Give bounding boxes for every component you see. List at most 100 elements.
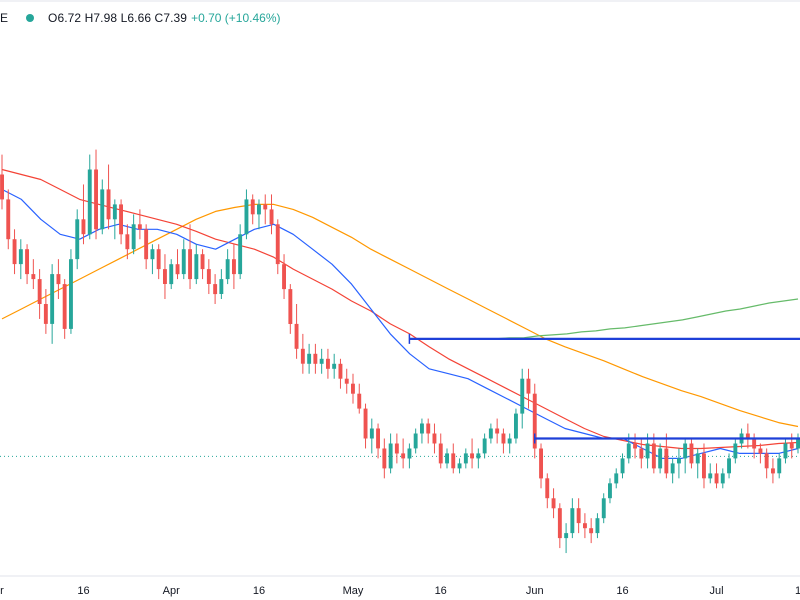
candle-body — [37, 279, 42, 304]
candle-body — [0, 174, 5, 200]
candle-body — [789, 443, 794, 449]
candle-body — [470, 453, 474, 459]
candle-body — [232, 259, 236, 275]
candle-body — [683, 443, 688, 459]
candle-body — [338, 363, 343, 379]
candle-body — [363, 408, 368, 439]
candle-body — [144, 229, 149, 260]
candle-body — [288, 289, 293, 324]
candle-body — [75, 219, 80, 260]
price-change: +0.70 (+10.46%) — [191, 11, 281, 25]
candle-body — [557, 508, 562, 539]
ohlc-values: O6.72 H7.98 L6.66 C7.39 — [48, 11, 188, 25]
candle-body — [300, 348, 305, 364]
candle-body — [326, 358, 330, 369]
candle-body — [238, 234, 243, 275]
candle-body — [119, 204, 123, 235]
candle-body — [426, 423, 431, 434]
candle-body — [25, 249, 29, 275]
candle-body — [69, 259, 73, 329]
symbol-legend: E O6.72 H7.98 L6.66 C7.39 +0.70 (+10.46%… — [0, 6, 281, 30]
time-axis-label: 16 — [616, 585, 628, 597]
candle-body — [614, 473, 619, 484]
candle-body — [257, 204, 261, 215]
candle-body — [514, 413, 518, 439]
candle-body — [420, 423, 424, 434]
candle-body — [702, 453, 706, 479]
candle-body — [219, 279, 224, 294]
candle-body — [714, 473, 719, 484]
candle-body — [708, 473, 713, 479]
candle-body — [658, 448, 663, 469]
candle-body — [520, 378, 525, 414]
moving-average-mid-line — [1, 168, 799, 450]
candle-body — [651, 443, 656, 469]
candle-body — [269, 209, 274, 225]
candle-body — [62, 284, 67, 329]
candle-body — [589, 528, 594, 534]
candle-body — [150, 249, 155, 260]
candle-body — [137, 224, 142, 230]
candle-body — [476, 453, 481, 459]
moving-average-long-line — [465, 298, 799, 340]
candle-body — [163, 269, 167, 284]
time-axis-label: Apr — [163, 585, 180, 597]
candle-body — [639, 448, 644, 459]
candle-body — [451, 453, 456, 469]
candle-body — [401, 453, 406, 459]
moving-average-slow-line — [1, 203, 799, 428]
candle-body — [382, 448, 387, 469]
candle-body — [6, 199, 11, 240]
candle-body — [275, 224, 280, 265]
time-axis-label: 16 — [253, 585, 265, 597]
candle-body — [413, 433, 418, 449]
candle-body — [626, 443, 631, 459]
time-axis-label: May — [343, 585, 364, 597]
candle-body — [545, 478, 550, 499]
time-axis-label: Jun — [526, 585, 544, 597]
candle-body — [376, 428, 380, 449]
candle-body — [12, 239, 17, 265]
time-axis-label: 16 — [77, 585, 89, 597]
candle-body — [94, 169, 98, 230]
candle-body — [106, 189, 111, 220]
candle-body — [677, 458, 681, 464]
candle-body — [369, 428, 374, 439]
candle-body — [583, 523, 587, 529]
candle-body — [608, 483, 612, 499]
candle-body — [777, 458, 782, 474]
candle-body — [796, 438, 800, 449]
candle-body — [250, 199, 255, 215]
candle-body — [56, 274, 61, 285]
candle-body — [87, 169, 92, 235]
candle-body — [131, 224, 136, 250]
time-axis-label: 16 — [435, 585, 447, 597]
candle-body — [112, 204, 117, 220]
candle-body — [31, 274, 36, 280]
candle-body — [758, 448, 763, 454]
time-axis-label: Jul — [709, 585, 723, 597]
candle-body — [645, 443, 650, 459]
candle-body — [539, 448, 543, 479]
candle-body — [206, 269, 211, 284]
symbol-name: E — [0, 11, 9, 25]
candle-body — [664, 448, 669, 474]
candle-body — [482, 438, 487, 454]
candle-body — [601, 498, 606, 519]
candle-body — [495, 428, 500, 434]
candle-body — [595, 518, 600, 534]
candle-body — [445, 453, 449, 464]
candle-body — [727, 458, 731, 474]
candle-body — [307, 353, 312, 364]
candle-body — [695, 453, 700, 464]
candle-body — [783, 443, 788, 459]
candle-body — [570, 508, 575, 534]
candle-body — [620, 458, 625, 474]
candle-body — [294, 323, 299, 349]
candle-body — [488, 428, 493, 439]
candle-body — [244, 199, 249, 235]
candle-body — [551, 498, 556, 509]
candle-body — [43, 304, 48, 324]
candle-body — [394, 443, 399, 454]
